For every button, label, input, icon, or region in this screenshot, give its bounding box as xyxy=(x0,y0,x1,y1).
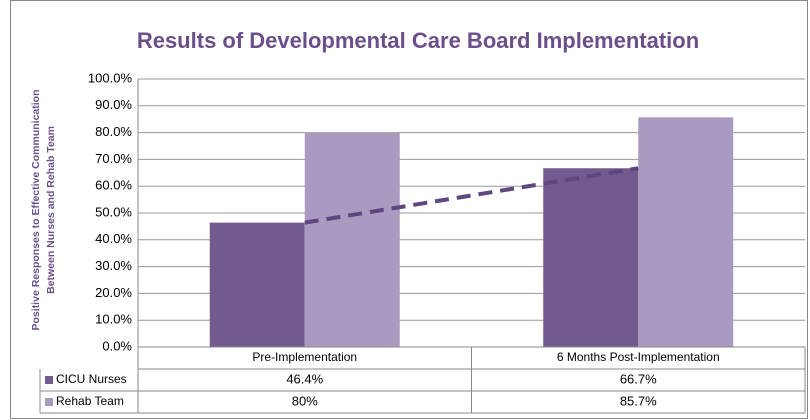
y-tick-label: 100.0% xyxy=(88,70,133,85)
data-label: 85.7% xyxy=(620,393,657,408)
legend-label: CICU Nurses xyxy=(56,372,127,386)
y-tick-label: 90.0% xyxy=(95,97,132,112)
x-tick-label: Pre-Implementation xyxy=(252,350,357,364)
y-tick-label: 40.0% xyxy=(95,231,132,246)
y-axis-label-line: Between Nurses and Rehab Team xyxy=(45,126,57,294)
y-tick-label: 0.0% xyxy=(102,338,132,353)
legend-swatch xyxy=(45,376,53,384)
bar xyxy=(304,132,400,347)
trendline xyxy=(304,166,639,225)
bar xyxy=(543,168,639,347)
bar xyxy=(209,222,305,347)
y-tick-label: 70.0% xyxy=(95,151,132,166)
y-axis-label: Positive Responses to Effective Communic… xyxy=(30,90,57,331)
y-axis-label-line: Positive Responses to Effective Communic… xyxy=(30,90,42,331)
legend-swatch xyxy=(45,398,53,406)
y-tick-label: 60.0% xyxy=(95,178,132,193)
y-tick-label: 50.0% xyxy=(95,204,132,219)
bar xyxy=(638,117,734,347)
x-tick-label: 6 Months Post-Implementation xyxy=(557,350,720,364)
y-tick-label: 30.0% xyxy=(95,258,132,273)
y-tick-label: 80.0% xyxy=(95,124,132,139)
data-label: 46.4% xyxy=(286,371,323,386)
legend-label: Rehab Team xyxy=(56,394,124,408)
y-tick-label: 10.0% xyxy=(95,312,132,327)
data-label: 66.7% xyxy=(620,371,657,386)
chart-title: Results of Developmental Care Board Impl… xyxy=(137,28,699,53)
y-tick-label: 20.0% xyxy=(95,285,132,300)
data-label: 80% xyxy=(292,393,318,408)
